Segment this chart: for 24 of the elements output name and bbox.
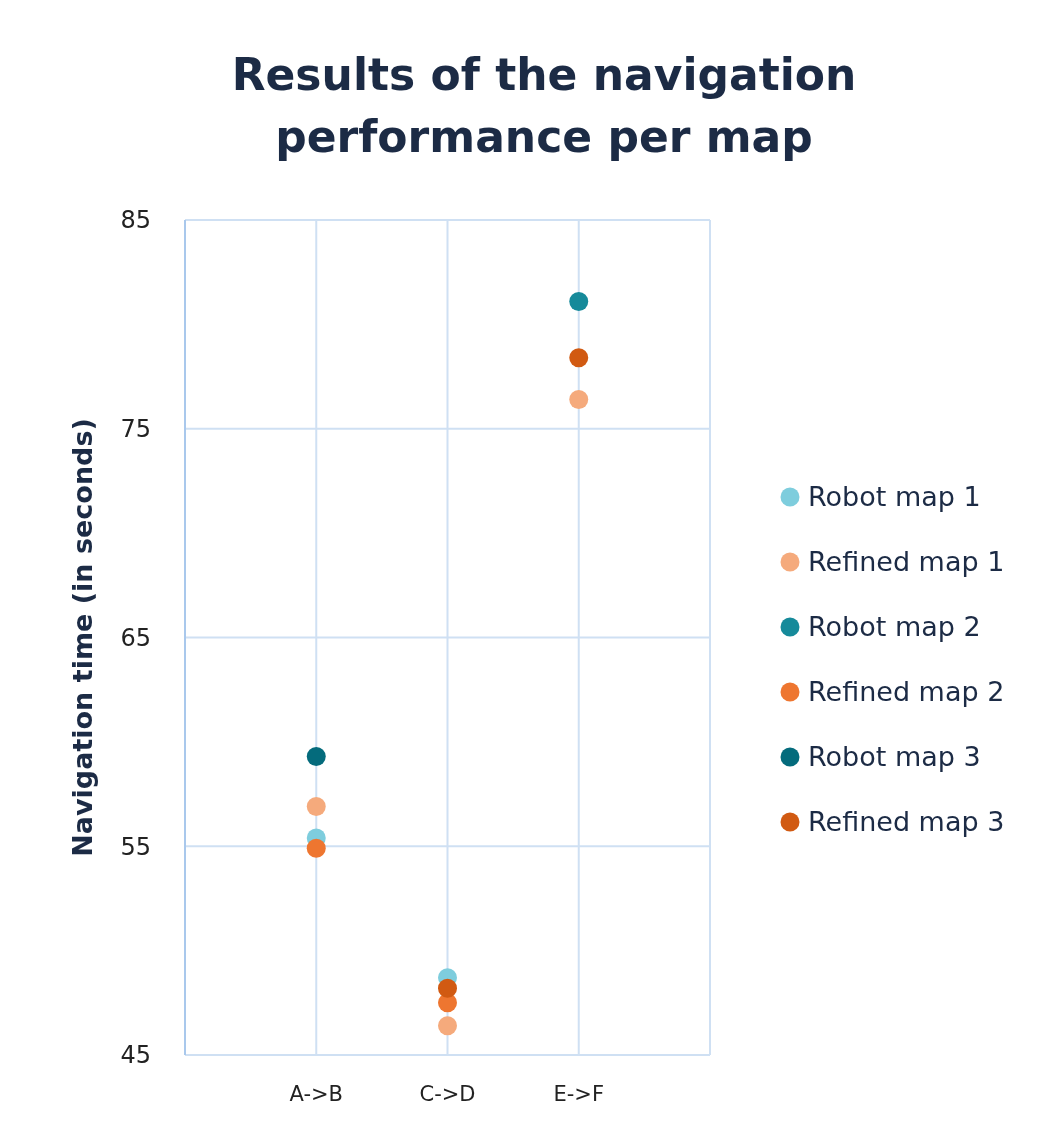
x-tick-label: A->B [289,1082,343,1106]
legend-label: Robot map 2 [808,611,981,643]
point [306,838,326,858]
legend-label: Robot map 1 [808,481,981,513]
point [306,746,326,766]
y-tick-label: 85 [120,206,151,235]
point [569,390,589,410]
point [306,797,326,817]
y-tick-label: 45 [120,1041,151,1070]
y-axis-title: Navigation time (in seconds) [67,418,98,857]
point [569,291,589,311]
y-tick-label: 75 [120,415,151,444]
legend-label: Robot map 3 [808,741,981,773]
chart-title: Results of the navigation performance per map [231,49,857,162]
legend-label: Refined map 3 [808,806,1005,838]
x-tick-label: E->F [553,1082,605,1106]
legend-label: Refined map 2 [808,676,1005,708]
point [438,1016,457,1036]
legend-label: Refined map 1 [808,546,1005,578]
y-tick-label: 65 [120,623,151,652]
x-tick-label: C->D [419,1082,476,1106]
y-tick-label: 55 [120,832,151,861]
point [438,978,457,998]
point [569,348,589,368]
